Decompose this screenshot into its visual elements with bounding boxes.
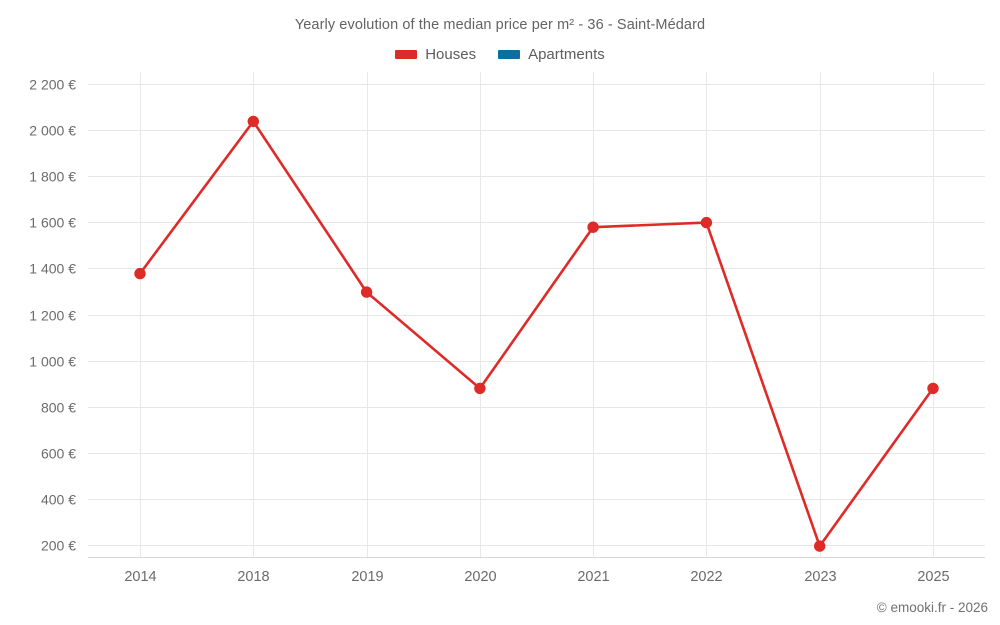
x-axis-tick-label: 2019 — [351, 569, 383, 585]
x-axis-tick-label: 2023 — [804, 569, 836, 585]
copyright-credit: © emooki.fr - 2026 — [876, 600, 988, 615]
data-point[interactable] — [134, 267, 146, 280]
data-series-layer — [134, 115, 939, 552]
x-axis-tick-label: 2022 — [690, 569, 722, 585]
series-line-houses — [138, 120, 935, 548]
x-axis-tick-label: 2021 — [577, 569, 609, 585]
y-axis-tick-labels: 200 € 400 € 600 € 800 € 1 000 € 1 200 € 1 400 … — [29, 77, 76, 554]
legend-label-houses: Houses — [425, 46, 477, 63]
y-axis-tick-label: 200 € — [41, 538, 76, 554]
y-axis-tick-label: 1 600 € — [29, 215, 76, 231]
legend-item-apartments[interactable]: Apartments — [498, 46, 605, 63]
x-axis-tick-label: 2018 — [237, 569, 269, 585]
x-axis-tick-labels: 2014 2018 2019 2020 2021 2022 2023 2025 — [124, 569, 949, 585]
data-point[interactable] — [474, 382, 486, 395]
y-axis-tick-label: 1 200 € — [29, 308, 76, 324]
data-point[interactable] — [247, 115, 260, 128]
legend-swatch-apartments — [498, 50, 521, 59]
data-point[interactable] — [927, 382, 939, 395]
y-axis-tick-label: 1 800 € — [29, 169, 76, 185]
y-gridlines — [88, 84, 985, 546]
data-point[interactable] — [700, 216, 713, 229]
y-axis-tick-label: 2 000 € — [29, 123, 76, 139]
chart-legend: Houses Apartments — [0, 46, 1000, 63]
x-axis-tick-label: 2020 — [464, 569, 496, 585]
x-axis-tick-label: 2025 — [917, 569, 949, 585]
x-axis-tick-label: 2014 — [124, 569, 156, 585]
y-axis-tick-label: 400 € — [41, 492, 76, 508]
data-point[interactable] — [814, 540, 826, 552]
x-gridlines — [88, 72, 985, 558]
y-axis-tick-label: 800 € — [41, 400, 76, 416]
legend-swatch-houses — [395, 50, 418, 59]
legend-label-apartments: Apartments — [528, 46, 605, 63]
y-axis-tick-label: 1 000 € — [29, 354, 76, 370]
y-axis-tick-label: 1 400 € — [29, 261, 76, 277]
y-axis-tick-label: 2 200 € — [29, 77, 76, 93]
chart-title: Yearly evolution of the median price per… — [294, 17, 706, 33]
legend-item-houses[interactable]: Houses — [395, 46, 476, 63]
data-point[interactable] — [360, 286, 373, 298]
data-point[interactable] — [587, 221, 599, 233]
y-axis-tick-label: 600 € — [41, 446, 76, 462]
